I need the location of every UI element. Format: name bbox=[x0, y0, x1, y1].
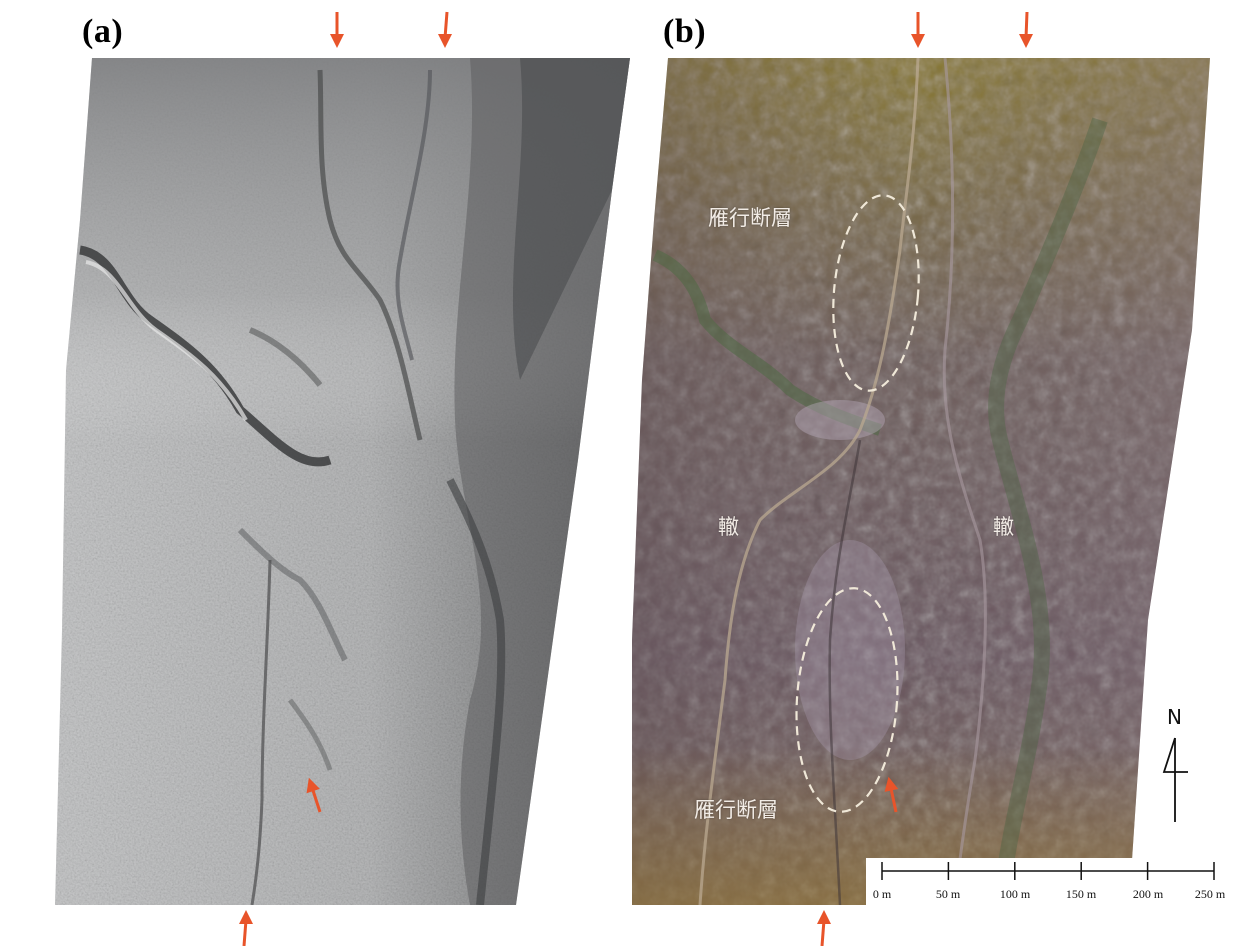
marker-arrow-icon bbox=[239, 11, 1033, 946]
north-arrow-icon bbox=[1162, 737, 1188, 822]
echelon-zone-outline-bottom bbox=[795, 587, 899, 813]
scale-tick-label: 0 m bbox=[872, 887, 892, 901]
scale-tick-label: 150 m bbox=[1065, 887, 1097, 901]
annotation-echelon-fault-top: 雁行断層 bbox=[708, 206, 792, 230]
annotation-rut-right: 轍 bbox=[993, 515, 1014, 539]
north-label: N bbox=[1167, 705, 1182, 729]
scale-bar bbox=[881, 862, 1215, 880]
echelon-zone-outline-top bbox=[832, 194, 920, 392]
hillshade-image bbox=[55, 58, 630, 905]
annotation-rut-left: 轍 bbox=[718, 515, 739, 539]
panel-label-a: (a) bbox=[82, 13, 124, 50]
annotation-echelon-fault-bottom: 雁行断層 bbox=[694, 798, 778, 822]
scale-bar-box bbox=[866, 858, 1220, 908]
panel-label-b: (b) bbox=[663, 13, 707, 50]
aerial-photo-image bbox=[632, 58, 1210, 905]
scale-tick-label: 250 m bbox=[1194, 887, 1226, 901]
scale-tick-label: 200 m bbox=[1132, 887, 1164, 901]
scale-tick-label: 50 m bbox=[935, 887, 961, 901]
scale-tick-label: 100 m bbox=[999, 887, 1031, 901]
